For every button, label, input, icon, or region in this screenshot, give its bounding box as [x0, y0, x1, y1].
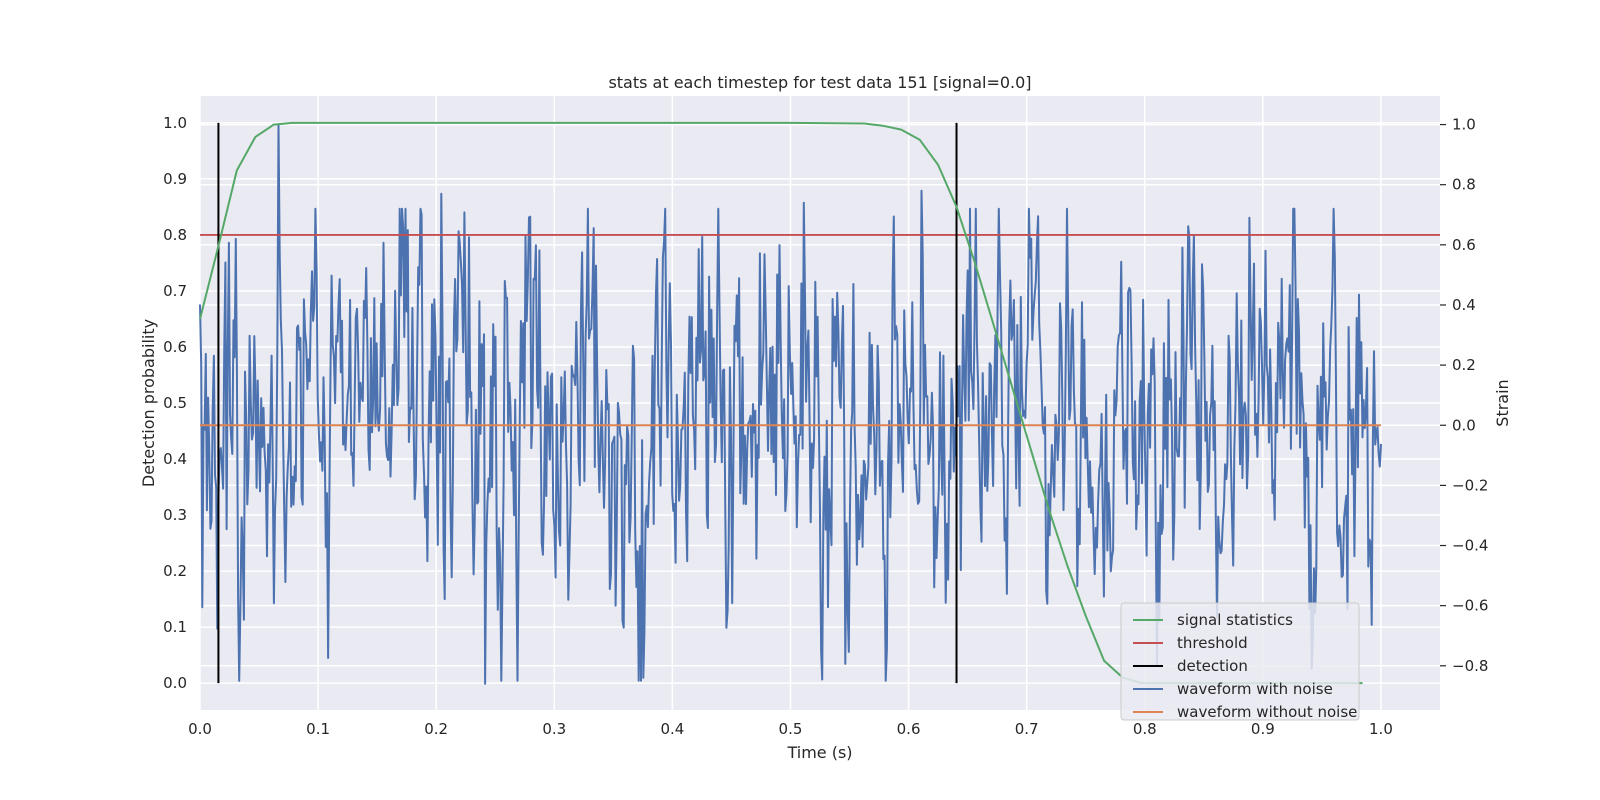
y-tick-label: 0.8 — [163, 226, 187, 244]
x-axis-label: Time (s) — [786, 743, 852, 762]
y-tick-label: 0.6 — [163, 338, 187, 356]
y-tick-label: 0.5 — [163, 394, 187, 412]
y-right-tick-label: −0.6 — [1452, 597, 1488, 615]
legend-label: waveform with noise — [1177, 680, 1333, 698]
y-right-tick-label: 1.0 — [1452, 116, 1476, 134]
y-tick-label: 1.0 — [163, 114, 187, 132]
y-right-tick-label: −0.2 — [1452, 476, 1488, 494]
x-tick-label: 1.0 — [1369, 720, 1393, 738]
y-right-tick-label: 0.0 — [1452, 416, 1476, 434]
legend-frame — [1120, 602, 1360, 721]
y-tick-label: 0.3 — [163, 506, 187, 524]
y-axis-right: −0.8 −0.6 −0.4 −0.2 0.0 0.2 0.4 0.6 0.8 1.0 — [1440, 116, 1488, 675]
y-tick-label: 0.4 — [163, 450, 187, 468]
legend-label: waveform without noise — [1177, 703, 1357, 721]
y-right-tick-label: −0.8 — [1452, 657, 1488, 675]
y-tick-label: 0.1 — [163, 618, 187, 636]
legend-items: signal statistics threshold detection wavef… — [1133, 611, 1357, 721]
x-tick-label: 0.6 — [897, 720, 921, 738]
y-tick-label: 0.7 — [163, 282, 187, 300]
y-right-tick-label: 0.4 — [1452, 296, 1476, 314]
series-waveform-with-noise — [199, 123, 1382, 685]
x-tick-label: 0.5 — [779, 720, 803, 738]
legend-label: detection — [1177, 657, 1248, 675]
x-tick-label: 0.4 — [660, 720, 684, 738]
x-tick-label: 0.3 — [542, 720, 566, 738]
x-tick-label: 0.8 — [1133, 720, 1157, 738]
y-axis-left: 0.0 0.1 0.2 0.3 0.4 0.5 0.6 0.7 0.8 0.9 1.0 — [163, 114, 187, 692]
y-axis-label-right: Strain — [1493, 379, 1512, 426]
legend: signal statistics threshold detection wavef… — [1120, 602, 1360, 721]
y-right-tick-label: 0.6 — [1452, 236, 1476, 254]
x-tick-label: 0.9 — [1251, 720, 1275, 738]
x-tick-label: 0.0 — [188, 720, 212, 738]
x-tick-label: 0.7 — [1015, 720, 1039, 738]
series-layer — [199, 121, 1440, 685]
x-axis: 0.0 0.1 0.2 0.3 0.4 0.5 0.6 0.7 0.8 0.9 1.0 — [188, 720, 1393, 738]
y-tick-label: 0.2 — [163, 562, 187, 580]
legend-label: threshold — [1177, 634, 1248, 652]
y-right-tick-label: 0.8 — [1452, 176, 1476, 194]
y-tick-label: 0.0 — [163, 674, 187, 692]
chart-title: stats at each timestep for test data 151… — [608, 73, 1031, 92]
x-tick-label: 0.1 — [306, 720, 330, 738]
y-right-tick-label: 0.2 — [1452, 356, 1476, 374]
x-tick-label: 0.2 — [424, 720, 448, 738]
y-axis-label: Detection probability — [139, 319, 158, 487]
legend-label: signal statistics — [1177, 611, 1293, 629]
y-right-tick-label: −0.4 — [1452, 537, 1488, 555]
y-tick-label: 0.9 — [163, 170, 187, 188]
